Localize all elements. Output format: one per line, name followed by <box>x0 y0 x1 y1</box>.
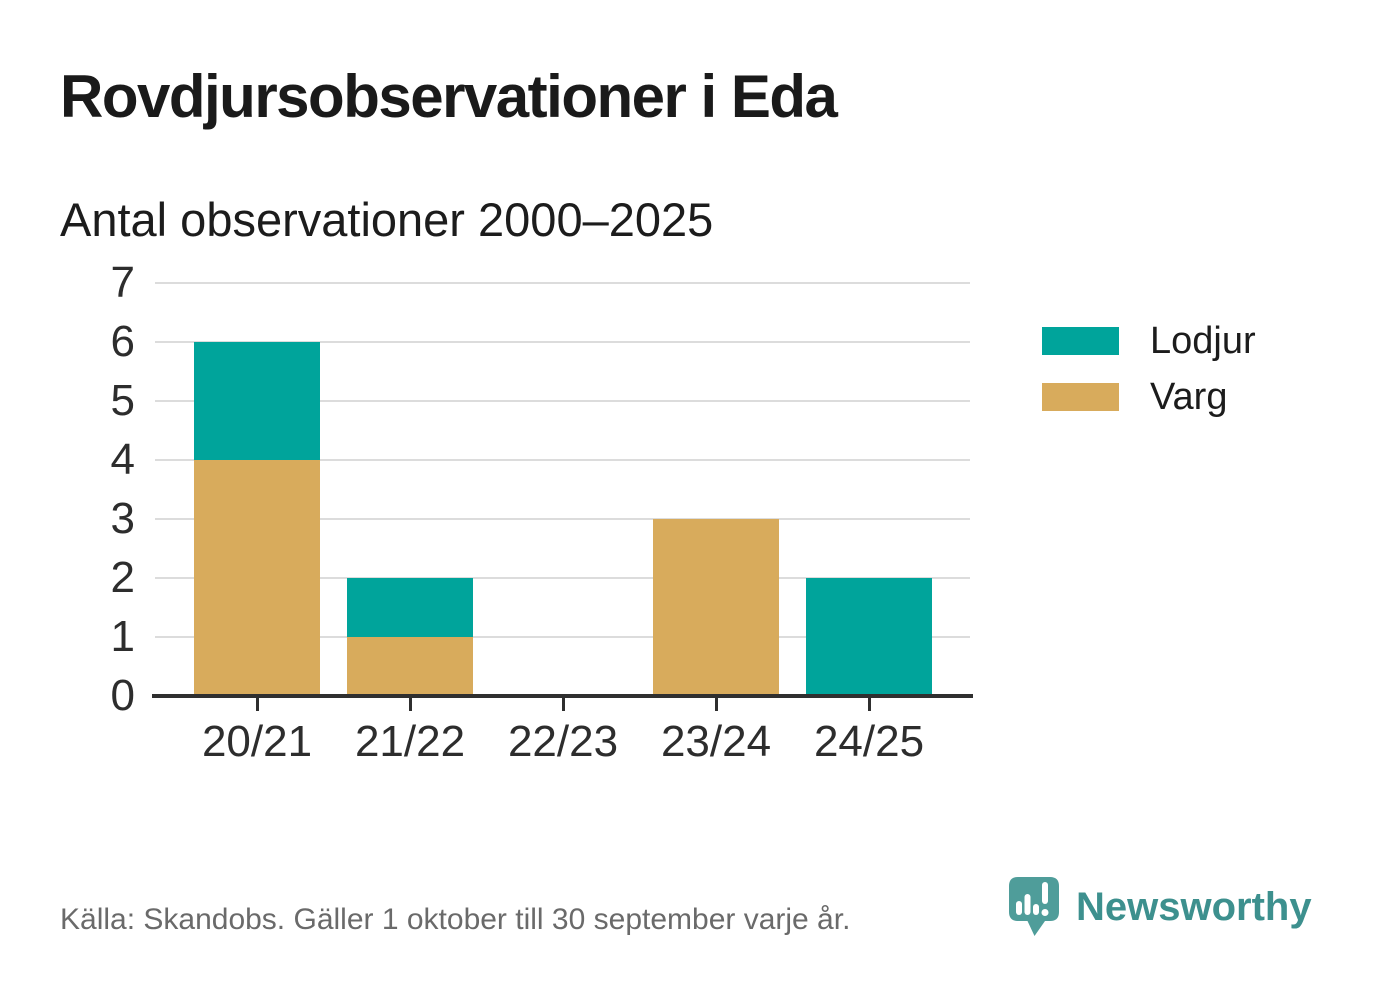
gridline <box>155 282 970 284</box>
legend-item: Lodjur <box>1042 322 1256 360</box>
x-axis-tick <box>561 698 565 711</box>
chart-title: Rovdjursobservationer i Eda <box>60 63 838 130</box>
legend-label: Lodjur <box>1150 320 1256 362</box>
newsworthy-branding: Newsworthy <box>1008 876 1312 938</box>
legend-item: Varg <box>1042 378 1227 416</box>
legend-swatch-icon <box>1042 327 1119 355</box>
x-axis-tick <box>408 698 412 711</box>
x-axis-tick <box>867 698 871 711</box>
x-axis-tick <box>714 698 718 711</box>
gridline <box>155 341 970 343</box>
bar-segment-lodjur-20-21 <box>194 342 320 460</box>
y-axis-tick-label: 1 <box>110 612 135 661</box>
bar-segment-varg-20-21 <box>194 460 320 696</box>
x-axis-line <box>152 694 973 698</box>
x-axis-category-label: 23/24 <box>660 717 772 766</box>
legend-swatch-icon <box>1042 383 1119 411</box>
gridline <box>155 459 970 461</box>
bar-segment-lodjur-21-22 <box>347 578 473 637</box>
chart-subtitle: Antal observationer 2000–2025 <box>60 193 714 246</box>
x-axis-category-label: 24/25 <box>813 717 925 766</box>
x-axis-category-label: 20/21 <box>201 717 313 766</box>
y-axis-tick-label: 2 <box>110 553 135 602</box>
y-axis-tick-label: 0 <box>110 671 135 720</box>
y-axis-tick-label: 5 <box>110 376 135 425</box>
gridline <box>155 577 970 579</box>
y-axis-tick-label: 4 <box>110 435 135 484</box>
newsworthy-logo-icon <box>1009 877 1059 936</box>
legend-label: Varg <box>1150 376 1228 418</box>
source-note: Källa: Skandobs. Gäller 1 oktober till 3… <box>60 903 851 936</box>
x-axis-tick <box>255 698 259 711</box>
bar-segment-varg-23-24 <box>653 519 779 696</box>
y-axis-tick-label: 3 <box>110 494 135 543</box>
gridline <box>155 518 970 520</box>
x-axis-category-label: 22/23 <box>507 717 619 766</box>
bar-segment-lodjur-24-25 <box>806 578 932 696</box>
y-axis-tick-label: 6 <box>110 317 135 366</box>
bar-segment-varg-21-22 <box>347 637 473 696</box>
y-axis-tick-label: 7 <box>110 258 135 307</box>
x-axis-category-label: 21/22 <box>354 717 466 766</box>
gridline <box>155 400 970 402</box>
gridline <box>155 636 970 638</box>
newsworthy-wordmark: Newsworthy <box>1076 885 1312 929</box>
